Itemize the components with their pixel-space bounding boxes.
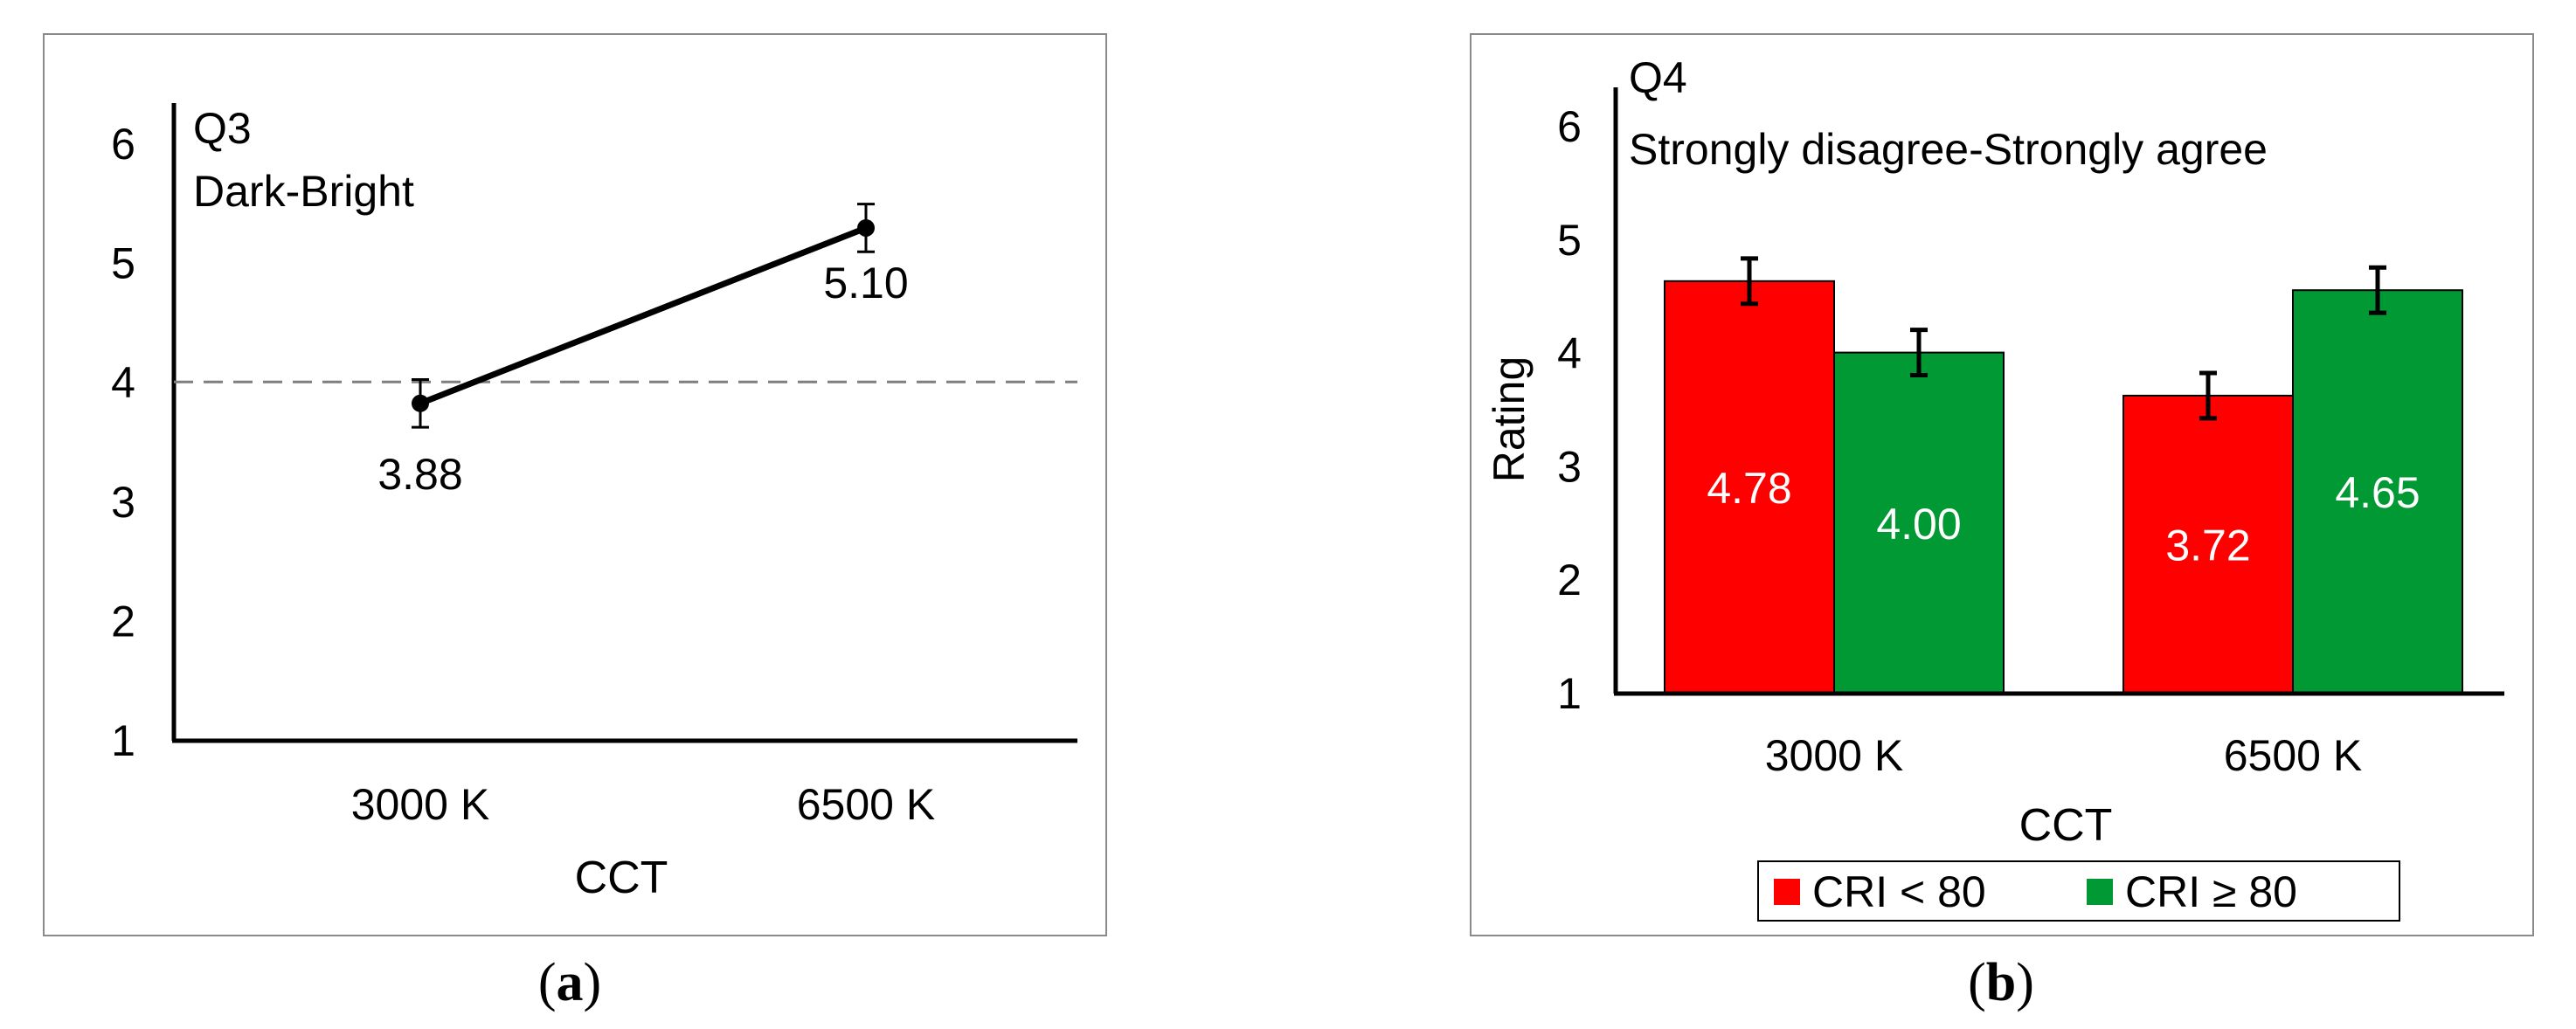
chart-panel-b: 4.78 3.72 4.00 4.65 1 2 3 4 5 6 3000 K 6500 K CCT Rat… xyxy=(1470,33,2534,936)
legend-box xyxy=(1757,860,2400,922)
data-point xyxy=(412,394,429,412)
series-line xyxy=(419,224,868,407)
chart-panel-a: 1 2 3 4 5 6 3000 K 6500 K CCT Q3 Dark-Bright 3.88 5.… xyxy=(43,33,1107,936)
data-label: 4.00 xyxy=(1876,500,1961,549)
data-label: 3.88 xyxy=(377,450,462,499)
y-tick-label: 6 xyxy=(1557,102,1582,151)
y-tick-label: 5 xyxy=(1557,216,1582,265)
y-tick-label: 1 xyxy=(111,716,135,765)
legend-label: CRI < 80 xyxy=(1812,867,1986,916)
x-tick-label: 6500 K xyxy=(2224,731,2362,780)
bar-chart-svg: 4.78 3.72 4.00 4.65 1 2 3 4 5 6 3000 K 6500 K CCT Rat… xyxy=(1485,53,2504,922)
y-tick-label: 4 xyxy=(1557,329,1582,378)
line-chart-svg: 1 2 3 4 5 6 3000 K 6500 K CCT Q3 Dark-Bright 3.88 5.… xyxy=(111,103,1077,903)
caption-b-letter: b xyxy=(1985,953,2017,1012)
caption-a: (a) xyxy=(537,953,602,1012)
y-tick-label: 2 xyxy=(111,597,135,646)
x-tick-label: 3000 K xyxy=(1765,731,1903,780)
y-tick-label: 6 xyxy=(111,120,135,169)
caption-a-letter: a xyxy=(556,953,584,1012)
x-axis-title: CCT xyxy=(575,853,668,903)
y-tick-label: 3 xyxy=(111,478,135,527)
y-tick-label: 5 xyxy=(111,239,135,288)
legend-swatch xyxy=(2087,879,2113,905)
data-label: 5.10 xyxy=(823,259,908,307)
bar xyxy=(2122,394,2294,694)
x-tick-label: 3000 K xyxy=(351,780,489,829)
y-tick-label: 4 xyxy=(111,358,135,407)
chart-subtitle: Strongly disagree-Strongly agree xyxy=(1629,125,2268,174)
chart-title: Q4 xyxy=(1629,53,1687,102)
data-label: 4.65 xyxy=(2335,468,2420,517)
bar xyxy=(1833,351,2005,694)
caption-b: (b) xyxy=(1968,953,2034,1012)
bar xyxy=(2292,289,2463,694)
data-point xyxy=(857,218,875,237)
data-label: 3.72 xyxy=(2165,521,2250,570)
x-tick-label: 6500 K xyxy=(797,780,935,829)
y-axis-title: Rating xyxy=(1485,356,1534,483)
y-tick-label: 1 xyxy=(1557,669,1582,718)
y-tick-label: 2 xyxy=(1557,556,1582,604)
chart-subtitle: Dark-Bright xyxy=(193,167,414,216)
y-tick-label: 3 xyxy=(1557,442,1582,491)
x-axis-title: CCT xyxy=(2019,800,2113,851)
data-label: 4.78 xyxy=(1707,464,1791,513)
legend-swatch xyxy=(1774,879,1800,905)
chart-title: Q3 xyxy=(193,104,252,153)
legend-label: CRI ≥ 80 xyxy=(2125,867,2297,916)
